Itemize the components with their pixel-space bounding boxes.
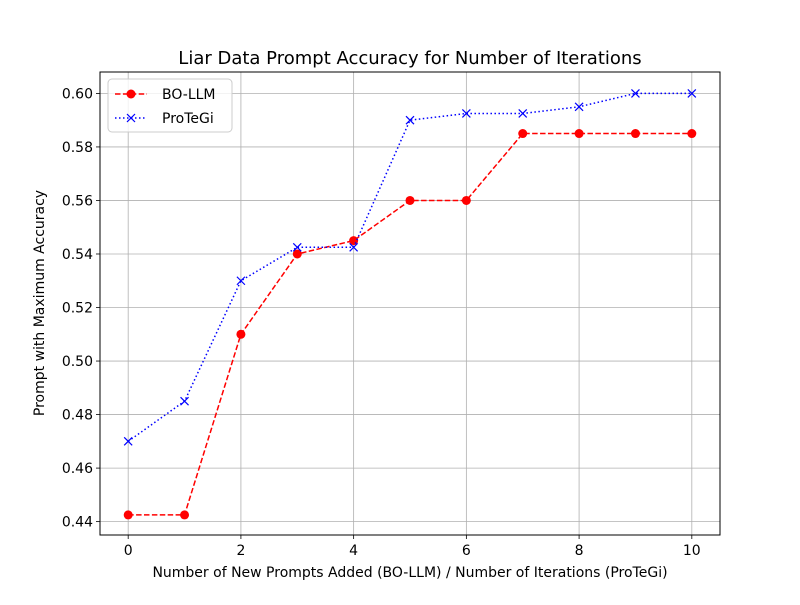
y-tick-label: 0.52 (62, 301, 93, 317)
data-point (123, 510, 133, 520)
y-tick-label: 0.54 (62, 247, 93, 263)
y-axis-ticks: 0.44 0.46 0.48 0.50 0.52 0.54 0.56 0.58 0.60 (62, 86, 100, 531)
data-point (236, 276, 246, 286)
data-point (180, 510, 190, 520)
data-point (687, 129, 697, 139)
data-point (687, 88, 697, 98)
x-tick-label: 2 (236, 543, 245, 559)
x-tick-label: 10 (683, 543, 701, 559)
x-tick-label: 4 (349, 543, 358, 559)
legend: BO-LLM ProTeGi (107, 78, 233, 133)
data-point (461, 109, 471, 118)
data-point (631, 88, 640, 98)
series-line-protegi (127, 92, 692, 442)
data-point (292, 249, 302, 259)
y-tick-label: 0.44 (62, 515, 93, 531)
grid (100, 72, 720, 535)
plot-frame (99, 71, 721, 536)
data-point (461, 195, 471, 205)
y-tick-label: 0.50 (62, 354, 93, 370)
y-tick-label: 0.46 (62, 461, 93, 477)
data-point (405, 195, 415, 205)
y-tick-label: 0.58 (62, 140, 93, 156)
data-point (236, 329, 246, 339)
x-tick-label: 0 (124, 543, 133, 559)
x-axis-ticks: 0 2 4 6 8 10 (124, 535, 701, 559)
data-point (630, 129, 640, 139)
legend-protegi-marker (126, 113, 136, 123)
y-tick-label: 0.56 (62, 193, 93, 209)
data-point (180, 396, 189, 406)
series-protegi (123, 88, 697, 446)
data-point (518, 129, 528, 139)
x-tick-label: 8 (575, 543, 584, 559)
x-axis-label: Number of New Prompts Added (BO-LLM) / N… (152, 565, 667, 581)
y-tick-label: 0.48 (62, 408, 93, 424)
series-bo-llm (123, 129, 697, 520)
legend-bo-llm-label: BO-LLM (162, 87, 216, 103)
chart-title: Liar Data Prompt Accuracy for Number of … (178, 48, 641, 69)
data-point (518, 109, 528, 118)
series-layer (123, 88, 697, 520)
x-tick-label: 6 (462, 543, 471, 559)
data-point (123, 436, 133, 446)
data-point (405, 115, 415, 125)
data-point (574, 129, 584, 139)
data-point (292, 242, 302, 252)
data-point (574, 102, 584, 112)
data-point (349, 242, 359, 252)
y-axis-label: Prompt with Maximum Accuracy (32, 190, 48, 416)
y-tick-label: 0.60 (62, 86, 93, 102)
legend-bo-llm-marker (126, 89, 136, 99)
legend-protegi-label: ProTeGi (162, 111, 214, 127)
